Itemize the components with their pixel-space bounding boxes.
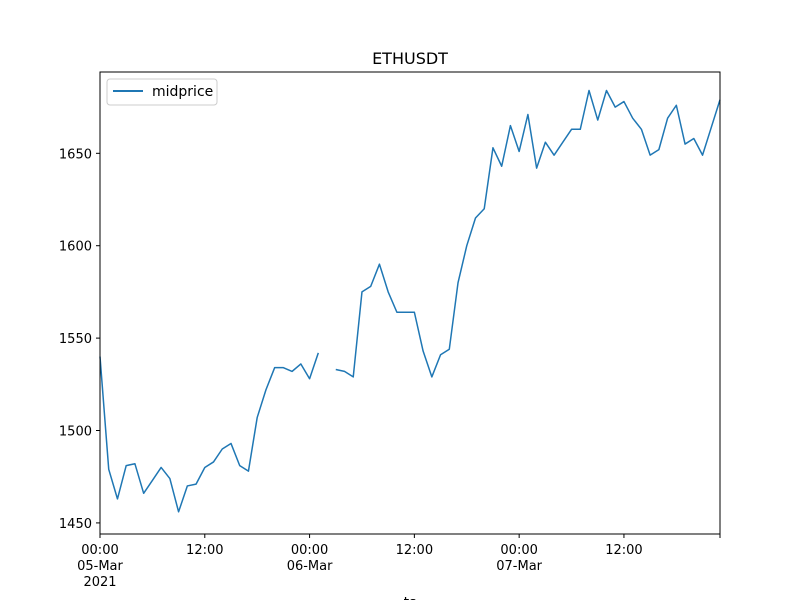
x-tick-label: 00:00 xyxy=(291,543,328,558)
x-axis-label: ts xyxy=(404,595,417,600)
y-tick-label: 1450 xyxy=(59,517,92,532)
series-line-0 xyxy=(99,89,721,513)
y-tick-label: 1600 xyxy=(59,240,92,255)
x-tick-label: 00:00 xyxy=(81,543,118,558)
x-tick-label: 00:00 xyxy=(500,543,537,558)
legend: midprice xyxy=(106,78,218,106)
plot-frame xyxy=(99,71,721,535)
y-tick-label: 1550 xyxy=(59,332,92,347)
legend-label: midprice xyxy=(152,84,213,100)
chart-title: ETHUSDT xyxy=(372,49,448,68)
x-tick-label: 05-Mar xyxy=(77,559,123,574)
y-tick-label: 1650 xyxy=(59,147,92,162)
x-tick-label: 12:00 xyxy=(186,543,223,558)
x-tick-label: 07-Mar xyxy=(496,559,542,574)
x-tick-label: 06-Mar xyxy=(287,559,333,574)
x-tick-label: 12:00 xyxy=(605,543,642,558)
x-tick-label: 12:00 xyxy=(396,543,433,558)
x-tick-label: 2021 xyxy=(83,575,116,590)
legend-box xyxy=(106,78,218,106)
plot-area xyxy=(100,72,720,534)
y-tick-label: 1500 xyxy=(59,425,92,440)
